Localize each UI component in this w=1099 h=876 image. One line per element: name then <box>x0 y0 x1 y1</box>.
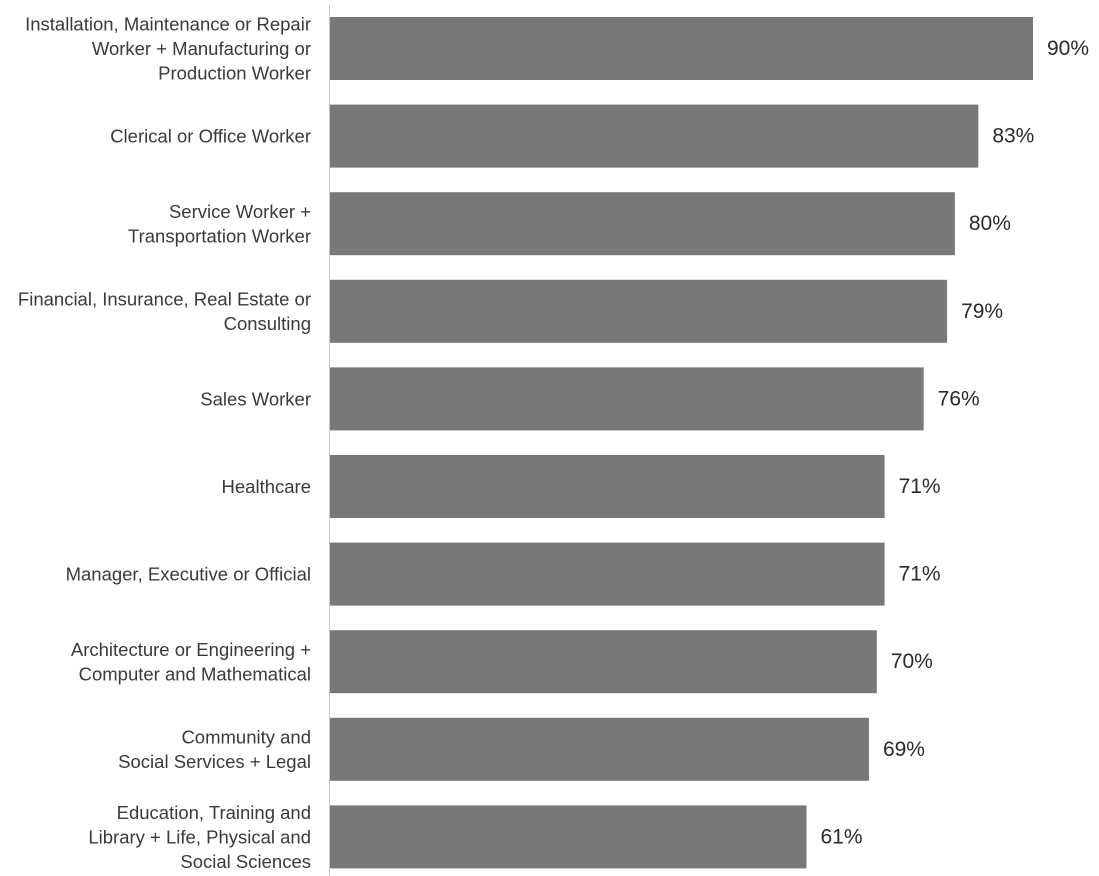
category-label-line: Social Services + Legal <box>118 751 311 772</box>
value-label-10: 61% <box>820 825 862 848</box>
category-label-line: Service Worker + <box>169 201 311 222</box>
value-label-3: 80% <box>969 212 1011 235</box>
bar-7 <box>330 542 885 606</box>
category-label-line: Library + Life, Physical and <box>88 826 311 847</box>
category-label-line: Worker + Manufacturing or <box>92 38 311 59</box>
value-labels-group: 90% 83% 80% 79% 76% 71% 71% 70% 69% 61% <box>820 37 1089 848</box>
value-label-9: 69% <box>883 738 925 761</box>
category-label-7: Manager, Executive or Official <box>66 564 311 585</box>
category-label-line: Transportation Worker <box>128 225 311 246</box>
value-label-1: 90% <box>1047 37 1089 60</box>
category-label-5: Sales Worker <box>200 388 311 409</box>
value-label-8: 70% <box>891 650 933 673</box>
value-label-7: 71% <box>899 563 941 586</box>
category-label-line: Clerical or Office Worker <box>110 126 311 147</box>
category-label-3: Service Worker + Transportation Worker <box>128 201 311 247</box>
category-labels-group: Installation, Maintenance or Repair Worke… <box>18 14 311 872</box>
value-label-6: 71% <box>899 475 941 498</box>
bar-6 <box>330 455 885 518</box>
category-label-line: Social Sciences <box>180 851 311 872</box>
bars-group <box>330 17 1033 869</box>
category-label-line: Installation, Maintenance or Repair <box>25 14 311 35</box>
bar-8 <box>330 630 877 694</box>
category-label-9: Community and Social Services + Legal <box>118 727 311 773</box>
category-label-8: Architecture or Engineering + Computer an… <box>71 639 311 685</box>
category-label-line: Consulting <box>224 313 311 334</box>
bar-3 <box>330 192 955 256</box>
category-label-line: Manager, Executive or Official <box>66 564 311 585</box>
category-label-4: Financial, Insurance, Real Estate or Cons… <box>18 289 311 335</box>
category-label-1: Installation, Maintenance or Repair Worke… <box>25 14 311 84</box>
bar-1 <box>330 17 1033 80</box>
category-label-2: Clerical or Office Worker <box>110 126 311 147</box>
value-label-2: 83% <box>992 125 1034 148</box>
bar-5 <box>330 367 924 431</box>
value-label-5: 76% <box>938 387 980 410</box>
category-label-line: Healthcare <box>222 476 311 497</box>
category-label-line: Computer and Mathematical <box>79 663 311 684</box>
bar-4 <box>330 279 948 343</box>
category-label-10: Education, Training and Library + Life, P… <box>88 802 311 872</box>
category-label-line: Education, Training and <box>117 802 311 823</box>
category-label-line: Community and <box>181 727 311 748</box>
category-label-line: Production Worker <box>158 63 311 84</box>
bar-10 <box>330 805 807 869</box>
category-label-line: Sales Worker <box>200 388 311 409</box>
category-label-6: Healthcare <box>222 476 311 497</box>
category-label-line: Architecture or Engineering + <box>71 639 311 660</box>
value-label-4: 79% <box>961 300 1003 323</box>
bar-2 <box>330 104 979 168</box>
bar-9 <box>330 717 869 781</box>
category-label-line: Financial, Insurance, Real Estate or <box>18 289 311 310</box>
